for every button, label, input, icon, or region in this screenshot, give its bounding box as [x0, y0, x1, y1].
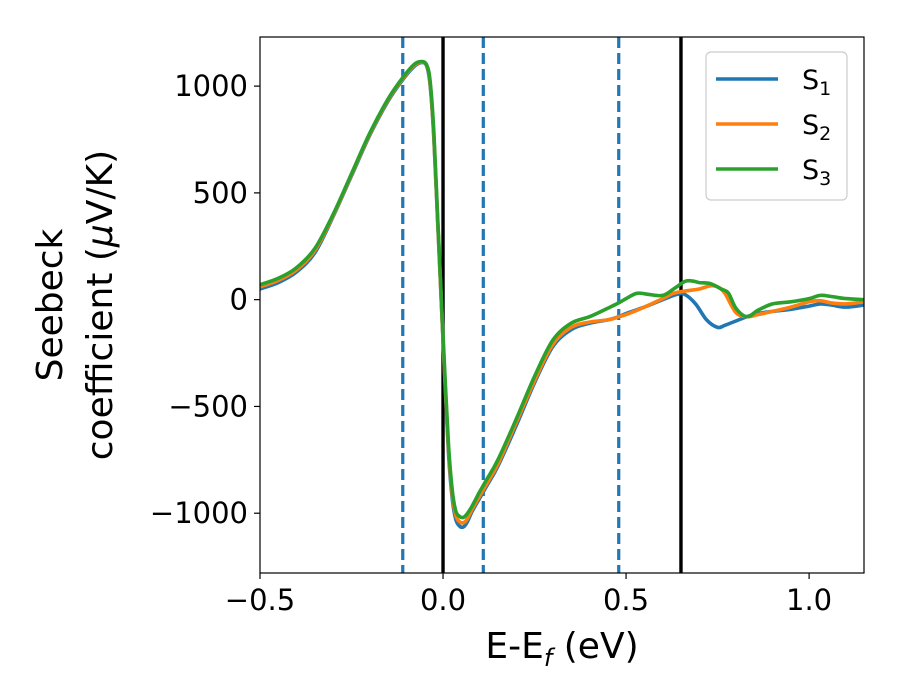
- x-axis-ticks: −0.5 0.0 0.5 1.0: [225, 573, 832, 617]
- legend-box: [705, 51, 848, 201]
- y-tick-label: 1000: [174, 69, 248, 103]
- plot-frame: [259, 36, 865, 574]
- y-tick-label: −500: [168, 389, 248, 423]
- x-tick-label: 0.0: [420, 583, 466, 617]
- x-tick-label: 0.5: [603, 583, 649, 617]
- x-axis-label: E-Ef (eV): [485, 626, 638, 672]
- y-axis-label-line2: coefficient (μV/K): [80, 150, 121, 460]
- reference-lines: [401, 37, 683, 573]
- series-lines: [260, 59, 864, 530]
- y-tick-label: −1000: [150, 496, 248, 530]
- y-axis-label: Seebeck: [30, 228, 71, 381]
- y-tick-label: 0: [230, 283, 248, 317]
- series-line-S3: [260, 59, 864, 520]
- x-tick-label: 1.0: [786, 583, 832, 617]
- y-tick-label: 500: [193, 176, 248, 210]
- x-tick-label: −0.5: [225, 583, 295, 617]
- y-axis-ticks: −1000 −500 0 500 1000: [150, 69, 260, 530]
- legend-label-S2: S2: [802, 110, 831, 145]
- legend-label-S1: S1: [802, 65, 831, 100]
